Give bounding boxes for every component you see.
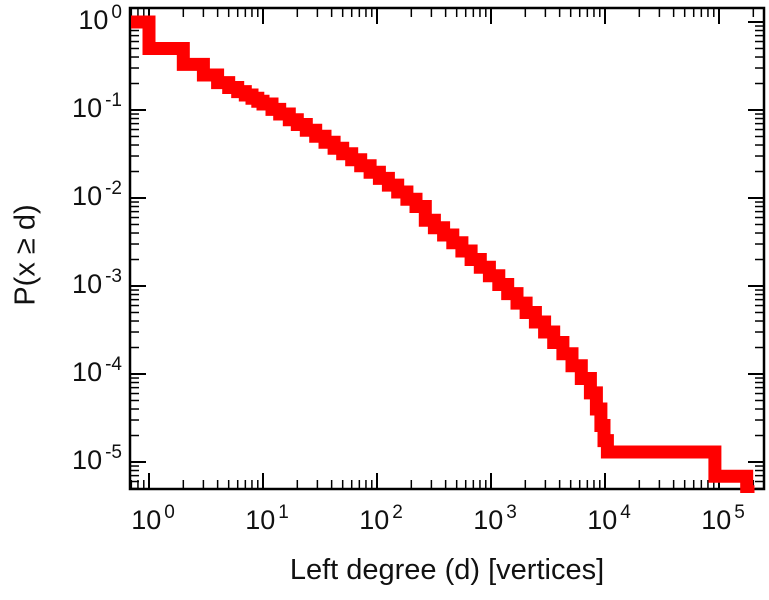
x-axis-title: Left degree (d) [vertices] xyxy=(289,554,605,586)
y-tick-label-10e-3: 10 -3 xyxy=(0,266,122,299)
y-tick-label-10e-1: 10 -1 xyxy=(0,90,122,123)
tick-exponent: 1 xyxy=(278,502,289,523)
plot-frame xyxy=(128,6,766,491)
x-tick-label-10e3: 10 3 xyxy=(473,502,517,535)
tick-base: 10 xyxy=(72,269,103,299)
tick-exponent: -1 xyxy=(105,90,122,111)
y-axis-title: P(x ≥ d) xyxy=(9,204,42,306)
x-tick-label-10e2: 10 2 xyxy=(359,502,403,535)
y-tick-label-10e-4: 10 -4 xyxy=(0,354,122,387)
tick-base: 10 xyxy=(245,505,276,535)
axis-ticks xyxy=(130,8,764,490)
tick-exponent: 2 xyxy=(392,502,403,523)
tick-exponent: 5 xyxy=(734,502,745,523)
tick-base: 10 xyxy=(72,357,103,387)
tick-base: 10 xyxy=(701,505,732,535)
x-tick-label-10e1: 10 1 xyxy=(245,502,289,535)
tick-exponent: 0 xyxy=(164,502,175,523)
tick-exponent: -4 xyxy=(105,354,122,375)
tick-exponent: 3 xyxy=(506,502,517,523)
x-tick-label-10e5: 10 5 xyxy=(701,502,745,535)
tick-exponent: 4 xyxy=(620,502,631,523)
x-tick-label-10e4: 10 4 xyxy=(587,502,631,535)
tick-base: 10 xyxy=(587,505,618,535)
tick-base: 10 xyxy=(78,5,109,35)
x-tick-label-10e0: 10 0 xyxy=(131,502,175,535)
tick-exponent: -3 xyxy=(105,266,122,287)
tick-base: 10 xyxy=(72,93,103,123)
tick-exponent: 0 xyxy=(111,2,122,23)
tick-base: 10 xyxy=(72,181,103,211)
y-tick-label-10e0: 10 0 xyxy=(0,2,122,35)
tick-base: 10 xyxy=(72,445,103,475)
tick-base: 10 xyxy=(131,505,162,535)
y-tick-label-10e-5: 10 -5 xyxy=(0,442,122,475)
y-tick-label-10e-2: 10 -2 xyxy=(0,178,122,211)
tick-exponent: -2 xyxy=(105,178,122,199)
tick-base: 10 xyxy=(473,505,504,535)
ccdf-curve xyxy=(131,15,755,493)
tick-exponent: -5 xyxy=(105,442,122,463)
tick-base: 10 xyxy=(359,505,390,535)
